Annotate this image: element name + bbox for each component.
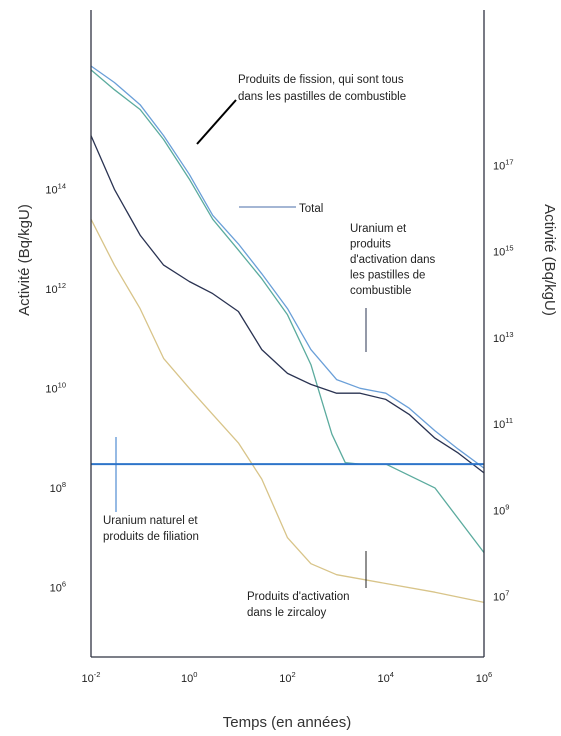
svg-text:1013: 1013 [493,330,514,345]
annotation-zircaloy: Produits d'activation dans le zircaloy [247,591,350,619]
annotation-fission-line: Produits de fission, qui sont tous [238,74,404,86]
svg-text:1010: 1010 [45,380,66,395]
y-right-tick-9: 109 [493,502,509,517]
annotation-uranium-line: les pastilles de [350,270,425,282]
annotation-zircaloy-line: Produits d'activation [247,591,350,603]
annotation-uranium-line: d'activation dans [350,254,436,266]
left-y-axis-label: Activité (Bq/kgU) [16,204,33,316]
axes [90,10,485,658]
svg-text:10-2: 10-2 [82,670,101,685]
y-right-tick-13: 1013 [493,330,514,345]
x-tick-6: 106 [476,670,492,685]
x-tick-2: 102 [279,670,295,685]
svg-text:106: 106 [476,670,492,685]
svg-text:1011: 1011 [493,416,513,431]
annotation-total-line: Total [299,203,323,215]
svg-text:1015: 1015 [493,244,514,259]
svg-text:106: 106 [50,579,66,594]
x-tick--2: 10-2 [82,670,101,685]
y-right-tick-7: 107 [493,589,509,604]
annotation-natural-line: Uranium naturel et [103,515,198,527]
annotation-natural-line: produits de filiation [103,531,199,543]
y-right-tick-17: 1017 [493,157,514,172]
svg-text:102: 102 [279,670,295,685]
annotations: Produits de fission, qui sont tous dans l… [103,74,436,619]
series-lines [90,65,485,604]
annotation-total: Total [299,203,323,215]
annotation-uranium-line: Uranium et [350,223,407,235]
series-line-3 [90,135,485,474]
annotation-uranium-line: produits [350,239,391,251]
svg-text:100: 100 [181,670,197,685]
annotation-uranium-line: combustible [350,285,411,297]
svg-text:1012: 1012 [45,281,66,296]
svg-text:104: 104 [378,670,394,685]
annotation-leaders [115,99,367,588]
svg-text:1017: 1017 [493,157,514,172]
right-y-axis-label: Activité (Bq/kgU) [541,204,558,316]
y-left-tick-10: 1010 [45,380,66,395]
series-line-4 [90,218,485,604]
series-line-1 [90,65,485,469]
y-right-tick-15: 1015 [493,244,514,259]
y-left-tick-12: 1012 [45,281,66,296]
series-line-2 [90,69,485,553]
y-right-tick-11: 1011 [493,416,513,431]
leader-fission [196,99,237,145]
tick-labels: 10-2 100 102 104 106 106 108 1010 1012 1014 107 109… [45,157,513,685]
y-left-tick-14: 1014 [45,181,66,196]
annotation-fission-line: dans les pastilles de combustible [238,91,406,103]
svg-text:107: 107 [493,589,509,604]
y-left-tick-6: 106 [50,579,66,594]
annotation-fission: Produits de fission, qui sont tous dans l… [238,74,406,103]
x-axis-label: Temps (en années) [223,714,351,731]
x-tick-0: 100 [181,670,197,685]
svg-text:108: 108 [50,480,66,495]
annotation-zircaloy-line: dans le zircaloy [247,607,327,619]
y-left-tick-8: 108 [50,480,66,495]
annotation-natural: Uranium naturel et produits de filiation [103,515,199,543]
svg-text:1014: 1014 [45,181,66,196]
x-tick-4: 104 [378,670,394,685]
annotation-uranium: Uranium et produits d'activation dans les p… [350,223,436,297]
svg-text:109: 109 [493,502,509,517]
